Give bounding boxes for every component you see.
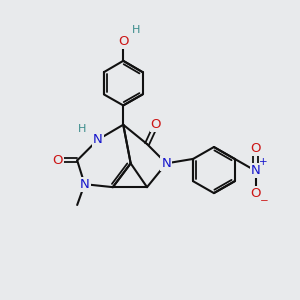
- Text: +: +: [259, 157, 267, 167]
- Text: H: H: [78, 124, 87, 134]
- Text: O: O: [52, 154, 63, 167]
- Text: O: O: [250, 142, 261, 155]
- Text: H: H: [131, 25, 140, 35]
- Text: O: O: [151, 118, 161, 131]
- Text: N: N: [161, 157, 171, 170]
- Text: N: N: [80, 178, 89, 191]
- Text: O: O: [250, 187, 261, 200]
- Text: N: N: [250, 164, 260, 177]
- Text: N: N: [93, 133, 103, 146]
- Text: −: −: [260, 196, 268, 206]
- Text: O: O: [118, 35, 128, 48]
